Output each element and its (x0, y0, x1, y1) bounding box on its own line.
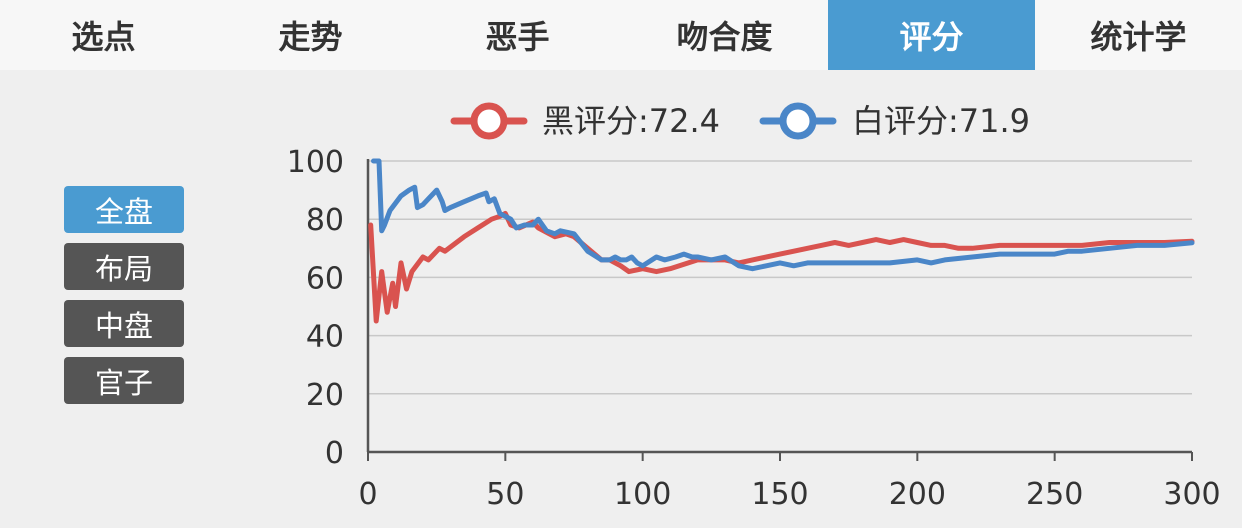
legend-white-label: 白评分:71.9 (852, 102, 1030, 140)
y-tick-label: 60 (306, 261, 344, 296)
white-score-line (371, 158, 1195, 272)
x-tick-label: 200 (889, 477, 946, 512)
tab-trend[interactable]: 走势 (278, 18, 343, 56)
x-tick-label: 300 (1163, 477, 1220, 512)
x-tick-label: 100 (614, 477, 671, 512)
phase-selector: 全盘 布局 中盘 官子 (64, 186, 184, 414)
x-tick-label: 0 (358, 477, 377, 512)
tab-select-point[interactable]: 选点 (71, 18, 136, 56)
chart-grid (368, 160, 1192, 395)
phase-endgame-button[interactable]: 官子 (64, 357, 184, 404)
chart-axes: 0 20 40 60 80 100 0 50 100 150 200 250 300 (287, 145, 1221, 512)
x-tick-label: 250 (1026, 477, 1083, 512)
tab-score[interactable]: 评分 (828, 0, 1035, 70)
legend-white-marker-icon (779, 102, 817, 140)
y-tick-label: 80 (306, 203, 344, 238)
score-line-chart: 0 20 40 60 80 100 0 50 100 150 200 250 300 黑评分:72.4 … (287, 102, 1221, 512)
phase-opening-button[interactable]: 布局 (64, 243, 184, 290)
phase-middlegame-button[interactable]: 中盘 (64, 300, 184, 347)
tab-match-rate[interactable]: 吻合度 (676, 18, 773, 56)
x-tick-label: 50 (486, 477, 524, 512)
y-tick-label: 20 (306, 378, 344, 413)
phase-whole-game-button[interactable]: 全盘 (64, 186, 184, 233)
x-tick-label: 150 (751, 477, 808, 512)
black-score-line (368, 210, 1195, 324)
y-tick-label: 100 (287, 145, 344, 180)
tab-statistics[interactable]: 统计学 (1090, 18, 1187, 56)
legend-black-label: 黑评分:72.4 (542, 102, 720, 140)
chart-series (368, 158, 1195, 324)
y-tick-label: 40 (306, 320, 344, 355)
y-tick-label: 0 (325, 436, 344, 471)
tab-bar: 选点 走势 恶手 吻合度 评分 统计学 (0, 0, 1242, 70)
legend-black-marker-icon (470, 102, 508, 140)
legend: 黑评分:72.4 白评分:71.9 (450, 102, 1030, 140)
legend-white: 白评分:71.9 (759, 102, 1030, 140)
tab-bad-moves[interactable]: 恶手 (485, 18, 550, 56)
legend-black: 黑评分:72.4 (450, 102, 720, 140)
